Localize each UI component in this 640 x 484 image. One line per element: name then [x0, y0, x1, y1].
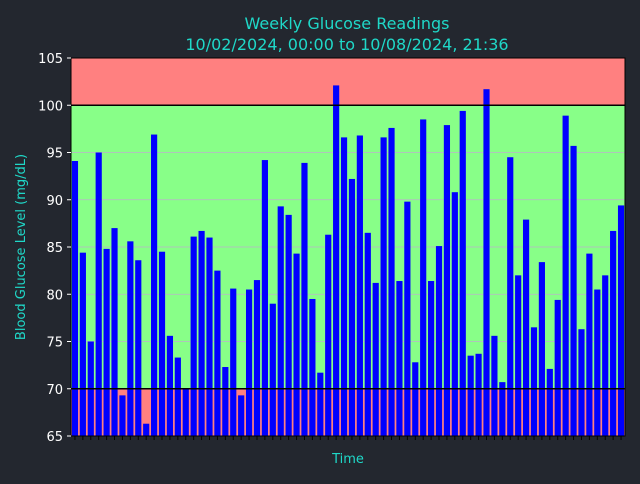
bar [119, 395, 126, 436]
y-tick-label: 95 [46, 147, 63, 162]
y-tick-label: 105 [38, 52, 63, 67]
bar [372, 282, 379, 436]
bar [253, 280, 261, 436]
y-tick-label: 75 [46, 336, 63, 351]
bar [562, 115, 569, 437]
bar [491, 335, 498, 436]
bar [340, 137, 348, 436]
bar [380, 137, 387, 436]
bar [166, 335, 174, 436]
bar [467, 355, 474, 436]
bar [158, 251, 166, 436]
bar [617, 205, 625, 436]
y-tick-label: 80 [46, 288, 63, 303]
bar [182, 388, 189, 436]
y-axis-label: Blood Glucose Level (mg/dL) [14, 154, 29, 340]
bar [214, 270, 221, 436]
bar [586, 253, 593, 436]
bar [174, 357, 181, 436]
bar [103, 248, 110, 436]
bar [570, 145, 577, 436]
bar [301, 162, 308, 436]
band-high [71, 58, 625, 106]
bar [522, 219, 530, 436]
bar [111, 228, 118, 436]
bar [238, 395, 245, 436]
bar [206, 237, 213, 436]
bar [79, 252, 86, 436]
bar [507, 157, 514, 436]
bar [348, 178, 356, 436]
bar [230, 288, 237, 436]
y-tick-label: 100 [38, 99, 63, 114]
bar [602, 275, 609, 436]
bar [412, 362, 419, 436]
bar [190, 236, 197, 436]
chart-title: Weekly Glucose Readings [245, 14, 450, 33]
bar [388, 127, 395, 437]
bar [428, 281, 435, 436]
bar [451, 192, 458, 436]
bar [483, 89, 490, 436]
bar [151, 134, 158, 437]
bar [443, 125, 451, 436]
y-tick-label: 70 [46, 383, 63, 398]
bar [435, 246, 443, 436]
bar [396, 281, 403, 436]
bar [538, 262, 545, 436]
y-tick-label: 90 [46, 194, 63, 209]
bar [143, 423, 150, 436]
bar [309, 298, 316, 436]
bar [364, 232, 371, 436]
plot-area: 65 70 75 80 85 90 95 100 105 [38, 52, 626, 445]
bar [95, 152, 102, 436]
bar [404, 201, 411, 436]
bar [578, 329, 585, 436]
bar [198, 230, 205, 436]
bar [356, 135, 363, 437]
bar [420, 119, 427, 437]
bar [261, 160, 268, 436]
bar [554, 299, 561, 436]
bar [610, 230, 617, 436]
bar [245, 289, 253, 436]
y-tick-label: 65 [46, 430, 63, 445]
bar [546, 368, 553, 436]
bar [127, 241, 134, 436]
y-tick-label: 85 [46, 241, 63, 256]
bar [269, 303, 276, 436]
bar [499, 382, 506, 436]
bar [594, 289, 601, 436]
bar [317, 372, 324, 436]
bar [459, 110, 466, 437]
x-axis-label: Time [331, 452, 364, 467]
bar [285, 214, 292, 436]
bar [277, 206, 284, 436]
chart-subtitle: 10/02/2024, 00:00 to 10/08/2024, 21:36 [185, 35, 508, 54]
bar [333, 85, 340, 436]
bar [71, 161, 79, 436]
bar [135, 260, 142, 436]
bar [530, 327, 538, 436]
bar [515, 275, 522, 436]
bar [293, 253, 300, 436]
bar [475, 353, 482, 436]
bar [222, 367, 229, 436]
bar [325, 234, 332, 436]
